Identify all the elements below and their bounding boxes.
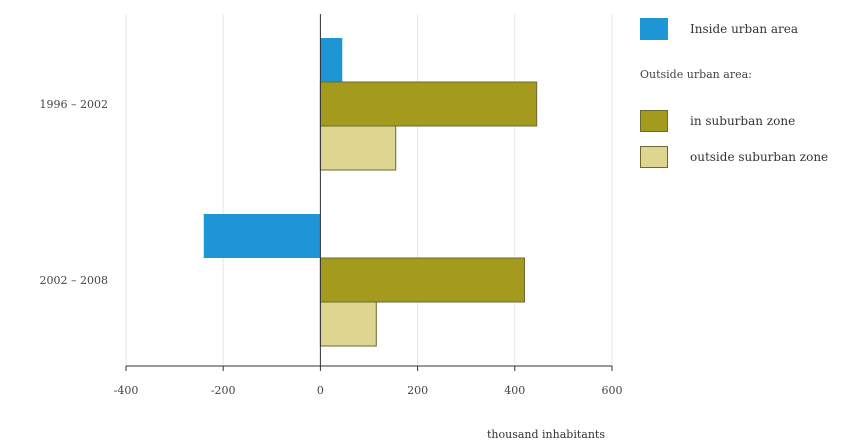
legend-label-suburban: in suburban zone: [690, 114, 796, 128]
legend-swatch-suburban: [640, 110, 668, 132]
x-axis-title: thousand inhabitants: [487, 428, 605, 441]
category-labels: 1996 – 2002 2002 – 2008: [40, 98, 108, 287]
bars: [203, 38, 538, 347]
bar-inside-urban-area-0: [320, 38, 343, 82]
bar-outside-suburban-zone-0: [319, 125, 397, 171]
category-label: 2002 – 2008: [40, 274, 108, 287]
bar-in-suburban-zone-1: [319, 257, 526, 303]
axes: [125, 14, 613, 371]
legend-swatch-outside-suburban: [640, 146, 668, 168]
x-tick-label: -400: [114, 384, 139, 397]
legend-label-inside: Inside urban area: [690, 22, 799, 36]
legend-item-suburban: in suburban zone: [640, 110, 795, 132]
x-tick-labels: -400 -200 0 200 400 600: [114, 384, 623, 397]
x-tick-label: 200: [407, 384, 428, 397]
bar-in-suburban-zone-0: [319, 81, 538, 127]
legend-item-inside: Inside urban area: [640, 18, 798, 40]
bar-outside-suburban-zone-1: [319, 301, 377, 347]
x-tick-label: 0: [317, 384, 324, 397]
legend-swatch-inside: [640, 18, 668, 40]
bar-inside-urban-area-1: [203, 214, 321, 258]
x-tick-label: 600: [602, 384, 623, 397]
x-tick-label: -200: [211, 384, 236, 397]
x-tick-label: 400: [504, 384, 525, 397]
category-label: 1996 – 2002: [40, 98, 108, 111]
legend-item-outside-suburban: outside suburban zone: [640, 146, 828, 168]
legend-label-outside-suburban: outside suburban zone: [690, 150, 829, 164]
legend-header-outside: Outside urban area:: [640, 68, 752, 81]
